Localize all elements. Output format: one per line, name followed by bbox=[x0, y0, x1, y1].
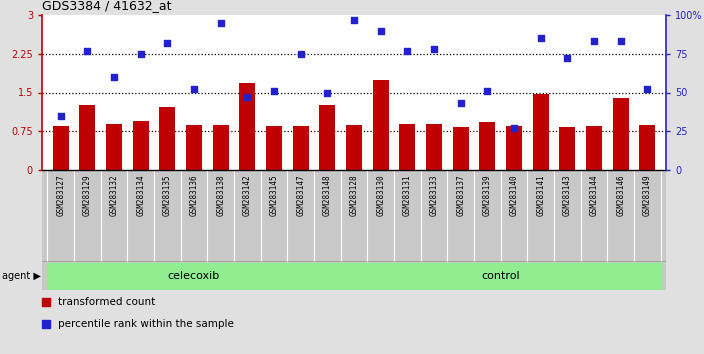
Point bbox=[428, 46, 439, 52]
Text: GSM283149: GSM283149 bbox=[643, 175, 652, 216]
Bar bbox=[47, 263, 341, 289]
Text: control: control bbox=[482, 271, 520, 281]
Bar bbox=[399, 124, 415, 170]
Text: GSM283129: GSM283129 bbox=[83, 175, 92, 216]
Text: GSM283136: GSM283136 bbox=[189, 175, 199, 216]
Bar bbox=[560, 127, 575, 170]
Text: GSM283135: GSM283135 bbox=[163, 175, 172, 216]
Bar bbox=[80, 105, 95, 170]
Text: GSM283145: GSM283145 bbox=[270, 175, 279, 216]
Text: GSM283148: GSM283148 bbox=[323, 175, 332, 216]
Point bbox=[268, 88, 279, 94]
Bar bbox=[639, 125, 655, 170]
Point bbox=[82, 48, 93, 53]
Point bbox=[508, 125, 520, 131]
Text: GSM283147: GSM283147 bbox=[296, 175, 305, 216]
Text: GSM283140: GSM283140 bbox=[510, 175, 519, 216]
Text: agent ▶: agent ▶ bbox=[2, 271, 41, 281]
Bar bbox=[159, 107, 175, 170]
Text: GSM283139: GSM283139 bbox=[483, 175, 492, 216]
Text: GDS3384 / 41632_at: GDS3384 / 41632_at bbox=[42, 0, 172, 12]
Bar bbox=[266, 126, 282, 170]
Point bbox=[241, 94, 253, 100]
Bar bbox=[53, 126, 69, 170]
Text: GSM283131: GSM283131 bbox=[403, 175, 412, 216]
Bar bbox=[612, 98, 629, 170]
Point bbox=[348, 17, 360, 23]
Bar bbox=[106, 124, 122, 170]
Point bbox=[189, 87, 200, 92]
Point bbox=[108, 74, 120, 80]
Point bbox=[162, 40, 173, 46]
Text: GSM283132: GSM283132 bbox=[110, 175, 118, 216]
Text: celecoxib: celecoxib bbox=[168, 271, 220, 281]
Bar bbox=[186, 125, 202, 170]
Point bbox=[135, 51, 146, 57]
Bar bbox=[293, 126, 308, 170]
Text: GSM283137: GSM283137 bbox=[456, 175, 465, 216]
Point bbox=[322, 90, 333, 95]
Bar bbox=[320, 105, 335, 170]
Point bbox=[55, 113, 66, 119]
Point bbox=[402, 48, 413, 53]
Text: GSM283130: GSM283130 bbox=[376, 175, 385, 216]
Text: transformed count: transformed count bbox=[58, 297, 155, 307]
Point bbox=[562, 56, 573, 61]
Point bbox=[375, 28, 386, 33]
Text: GSM283133: GSM283133 bbox=[429, 175, 439, 216]
Bar bbox=[341, 263, 660, 289]
Point bbox=[482, 88, 493, 94]
Text: percentile rank within the sample: percentile rank within the sample bbox=[58, 319, 234, 329]
Bar bbox=[213, 125, 229, 170]
Point bbox=[295, 51, 306, 57]
Bar bbox=[239, 83, 256, 170]
Bar bbox=[533, 93, 548, 170]
Text: GSM283127: GSM283127 bbox=[56, 175, 65, 216]
Text: GSM283128: GSM283128 bbox=[349, 175, 358, 216]
Text: GSM283146: GSM283146 bbox=[616, 175, 625, 216]
Text: GSM283141: GSM283141 bbox=[536, 175, 545, 216]
Bar bbox=[132, 121, 149, 170]
Point bbox=[535, 35, 546, 41]
Bar bbox=[453, 127, 469, 170]
Text: GSM283144: GSM283144 bbox=[589, 175, 598, 216]
Point bbox=[215, 20, 226, 25]
Bar bbox=[372, 80, 389, 170]
Text: GSM283134: GSM283134 bbox=[136, 175, 145, 216]
Text: GSM283143: GSM283143 bbox=[562, 175, 572, 216]
Bar bbox=[586, 126, 602, 170]
Bar bbox=[426, 124, 442, 170]
Bar bbox=[506, 126, 522, 170]
Text: GSM283142: GSM283142 bbox=[243, 175, 252, 216]
Bar bbox=[479, 122, 496, 170]
Point bbox=[455, 101, 466, 106]
Point bbox=[615, 39, 627, 44]
Bar bbox=[346, 125, 362, 170]
Text: GSM283138: GSM283138 bbox=[216, 175, 225, 216]
Point bbox=[642, 87, 653, 92]
Point bbox=[589, 39, 600, 44]
